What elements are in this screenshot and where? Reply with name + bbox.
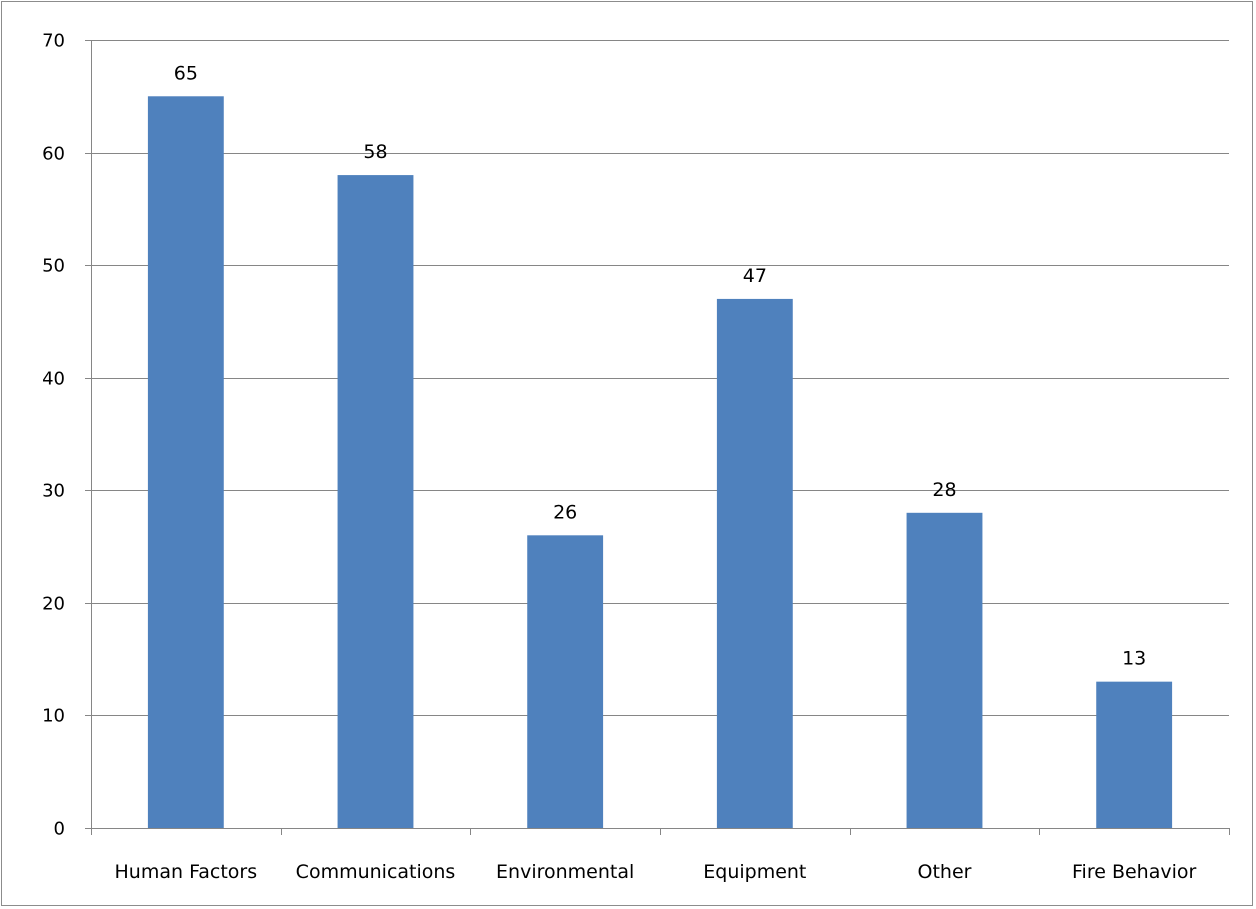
x-category-label-human-factors: Human Factors xyxy=(115,861,258,883)
data-label-human-factors: 65 xyxy=(174,62,198,84)
y-tick-label-50: 50 xyxy=(42,256,65,277)
bar-fire-behavior xyxy=(1096,681,1173,828)
y-tick-label-40: 40 xyxy=(42,369,65,390)
y-tick-label-60: 60 xyxy=(42,144,65,165)
y-tick-label-0: 0 xyxy=(54,819,65,840)
bar-equipment xyxy=(716,298,793,828)
y-tick-label-10: 10 xyxy=(42,706,65,727)
data-labels: 65 58 26 47 28 13 xyxy=(174,62,1147,669)
y-axis-tick-labels: 0 10 20 30 40 50 60 70 xyxy=(42,31,65,840)
x-category-label-communications: Communications xyxy=(296,861,456,883)
x-category-label-equipment: Equipment xyxy=(703,861,806,883)
bar-environmental xyxy=(527,535,604,828)
bar-communications xyxy=(337,175,414,829)
y-tick-label-30: 30 xyxy=(42,481,65,502)
data-label-fire-behavior: 13 xyxy=(1122,648,1146,670)
data-label-environmental: 26 xyxy=(553,501,577,523)
x-category-label-fire-behavior: Fire Behavior xyxy=(1072,861,1197,883)
data-label-communications: 58 xyxy=(363,141,387,163)
axes xyxy=(85,40,1230,835)
y-tick-label-70: 70 xyxy=(42,31,65,52)
y-tick-label-20: 20 xyxy=(42,594,65,615)
gridlines xyxy=(91,40,1229,716)
x-category-label-environmental: Environmental xyxy=(496,861,634,883)
data-label-equipment: 47 xyxy=(743,265,767,287)
bar-human-factors xyxy=(147,96,224,829)
data-label-other: 28 xyxy=(932,479,956,501)
bar-other xyxy=(906,512,983,828)
bars xyxy=(147,96,1173,829)
x-axis-category-labels: Human Factors Communications Environmental… xyxy=(115,861,1197,883)
x-category-label-other: Other xyxy=(918,861,972,883)
